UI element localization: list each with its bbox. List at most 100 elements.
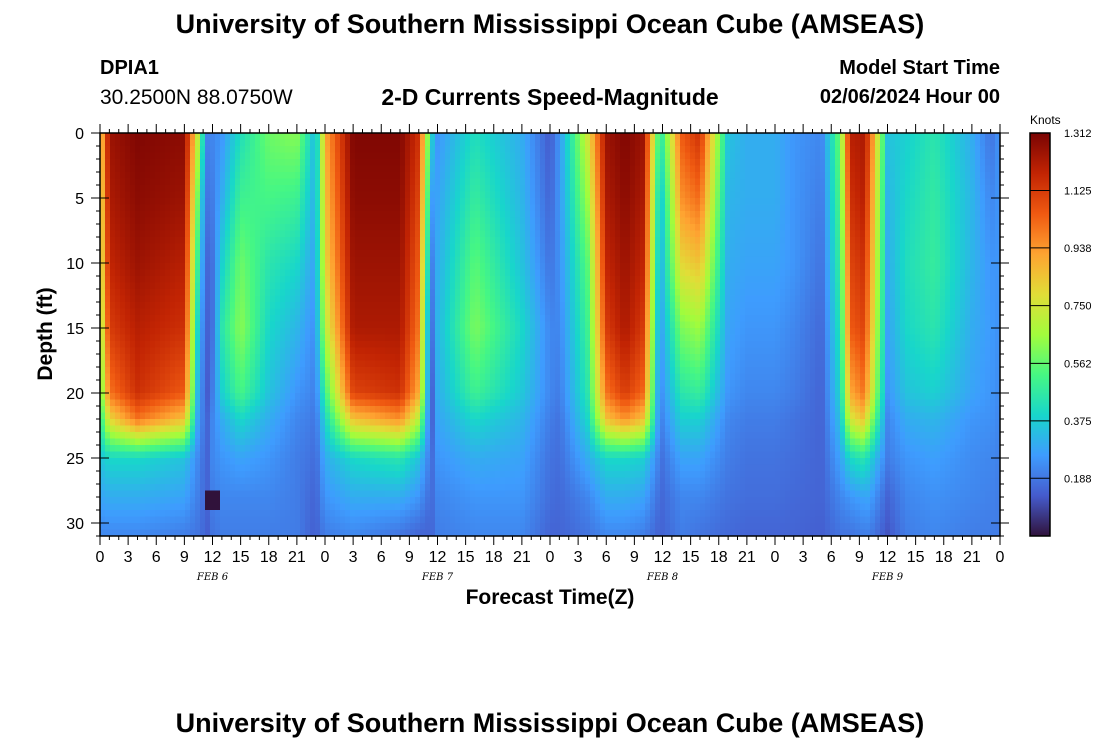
heatmap-cell	[270, 360, 276, 368]
heatmap-cell	[430, 224, 436, 232]
heatmap-cell	[345, 146, 351, 154]
heatmap-cell	[160, 185, 166, 193]
heatmap-cell	[315, 224, 321, 232]
heatmap-cell	[160, 373, 166, 381]
heatmap-cell	[110, 185, 116, 193]
heatmap-cell	[430, 152, 436, 160]
heatmap-cell	[425, 204, 431, 212]
heatmap-cell	[115, 406, 121, 414]
heatmap-cell	[140, 276, 146, 284]
heatmap-cell	[150, 503, 156, 511]
heatmap-cell	[450, 295, 456, 303]
heatmap-cell	[105, 334, 111, 342]
heatmap-cell	[305, 185, 311, 193]
heatmap-cell	[235, 406, 241, 414]
heatmap-cell	[370, 477, 376, 485]
heatmap-cell	[220, 276, 226, 284]
heatmap-cell	[270, 490, 276, 498]
heatmap-cell	[470, 471, 476, 479]
heatmap-cell	[215, 230, 221, 238]
heatmap-cell	[460, 412, 466, 420]
heatmap-cell	[125, 191, 131, 199]
heatmap-cell	[450, 159, 456, 167]
heatmap-cell	[355, 152, 361, 160]
heatmap-cell	[335, 152, 341, 160]
heatmap-cell	[445, 198, 451, 206]
heatmap-cell	[195, 328, 201, 336]
heatmap-cell	[400, 315, 406, 323]
heatmap-cell	[265, 393, 271, 401]
heatmap-cell	[210, 451, 216, 459]
heatmap-cell	[435, 159, 441, 167]
heatmap-cell	[290, 198, 296, 206]
heatmap-cell	[410, 425, 416, 433]
heatmap-cell	[305, 243, 311, 251]
heatmap-cell	[170, 354, 176, 362]
heatmap-cell	[200, 471, 206, 479]
heatmap-cell	[435, 243, 441, 251]
heatmap-cell	[195, 146, 201, 154]
heatmap-cell	[100, 146, 106, 154]
heatmap-cell	[310, 172, 316, 180]
heatmap-cell	[435, 315, 441, 323]
heatmap-cell	[220, 490, 226, 498]
heatmap-cell	[370, 250, 376, 258]
heatmap-cell	[280, 256, 286, 264]
heatmap-cell	[125, 152, 131, 160]
heatmap-cell	[500, 172, 506, 180]
heatmap-cell	[350, 302, 356, 310]
heatmap-cell	[240, 133, 246, 141]
heatmap-cell	[275, 354, 281, 362]
heatmap-cell	[165, 360, 171, 368]
heatmap-cell	[345, 393, 351, 401]
heatmap-cell	[265, 523, 271, 531]
heatmap-cell	[355, 503, 361, 511]
heatmap-cell	[340, 354, 346, 362]
heatmap-cell	[130, 490, 136, 498]
heatmap-cell	[115, 172, 121, 180]
heatmap-cell	[135, 243, 141, 251]
heatmap-cell	[385, 191, 391, 199]
heatmap-cell	[180, 373, 186, 381]
heatmap-cell	[100, 315, 106, 323]
heatmap-cell	[370, 263, 376, 271]
heatmap-cell	[375, 224, 381, 232]
heatmap-cell	[125, 185, 131, 193]
heatmap-cell	[335, 458, 341, 466]
heatmap-cell	[150, 204, 156, 212]
heatmap-cell	[150, 178, 156, 186]
heatmap-cell	[285, 425, 291, 433]
heatmap-cell	[345, 250, 351, 258]
heatmap-cell	[230, 464, 236, 472]
heatmap-cell	[270, 237, 276, 245]
heatmap-cell	[385, 263, 391, 271]
heatmap-cell	[205, 367, 211, 375]
heatmap-cell	[285, 406, 291, 414]
heatmap-cell	[320, 458, 326, 466]
heatmap-cell	[350, 529, 356, 536]
heatmap-cell	[285, 230, 291, 238]
heatmap-cell	[310, 510, 316, 518]
heatmap-cell	[410, 373, 416, 381]
heatmap-cell	[465, 406, 471, 414]
heatmap-cell	[250, 321, 256, 329]
heatmap-cell	[285, 263, 291, 271]
heatmap-cell	[295, 432, 301, 440]
heatmap-cell	[250, 165, 256, 173]
heatmap-cell	[115, 432, 121, 440]
heatmap-cell	[330, 360, 336, 368]
heatmap-cell	[360, 516, 366, 524]
heatmap-cell	[135, 159, 141, 167]
heatmap-cell	[290, 211, 296, 219]
heatmap-cell	[450, 393, 456, 401]
heatmap-cell	[470, 328, 476, 336]
heatmap-cell	[315, 230, 321, 238]
heatmap-cell	[215, 399, 221, 407]
heatmap-cell	[465, 328, 471, 336]
heatmap-cell	[130, 256, 136, 264]
heatmap-cell	[190, 490, 196, 498]
heatmap-cell	[445, 211, 451, 219]
heatmap-cell	[220, 256, 226, 264]
heatmap-cell	[365, 217, 371, 225]
heatmap-cell	[100, 289, 106, 297]
